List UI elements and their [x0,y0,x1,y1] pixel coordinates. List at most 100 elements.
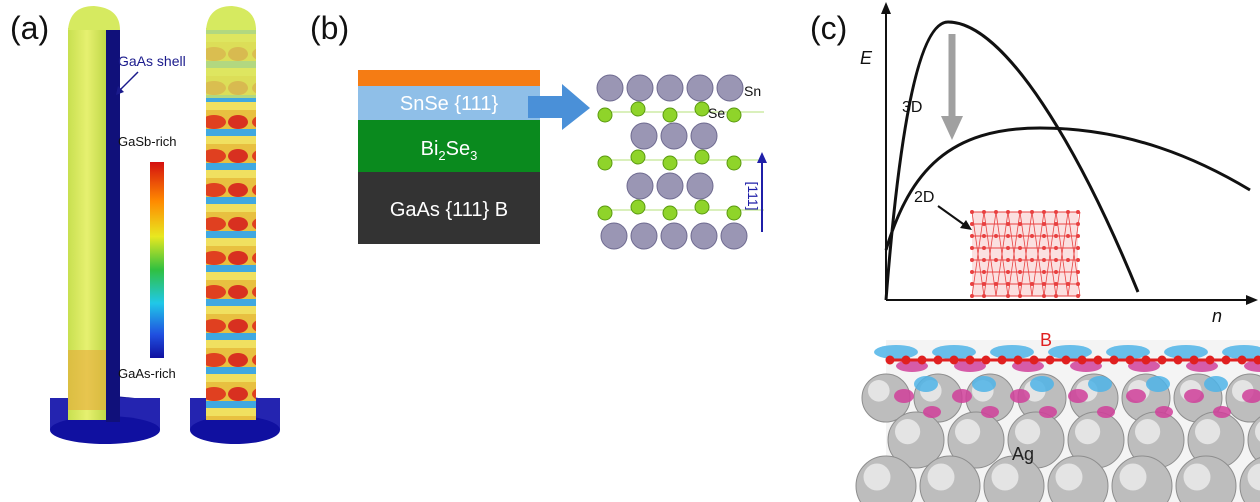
se-atom [694,199,710,215]
lattice-atom [970,222,974,226]
charge-density [1222,345,1260,359]
charge-density [1128,360,1160,372]
nanowire-right [190,6,280,444]
charge-density [932,345,976,359]
lattice-atom [1030,258,1034,262]
lattice-atom [1066,282,1070,286]
se-atom [726,205,742,221]
curve-2d-label: 2D [914,189,934,206]
charge-density [1030,376,1054,392]
charge-density [1242,389,1260,403]
panel-b-label: (b) [310,10,350,46]
silver-label: Ag [1012,444,1034,464]
se-atom [597,155,613,171]
lattice-atom [1076,294,1080,298]
boron-atom [1141,355,1151,365]
sn-atom [600,222,628,250]
lattice-atom [1006,270,1010,274]
lattice-atom [970,258,974,262]
charge-density [1097,406,1115,418]
lattice-atom [1076,246,1080,250]
sn-atom [626,172,654,200]
colorbar-bottom-label: GaAs-rich [118,366,176,381]
sn-atom [596,74,624,102]
boron-atom [1109,355,1119,365]
lattice-atom [1018,258,1022,262]
charge-density [1204,376,1228,392]
boron-atom [1221,355,1231,365]
ag-atom-highlight [863,463,891,491]
lattice-atom [994,234,998,238]
sn-atom [686,172,714,200]
ag-atom-highlight [991,463,1019,491]
sn-atom [630,222,658,250]
charge-density [1039,406,1057,418]
lattice-atom [1018,270,1022,274]
charge-density [923,406,941,418]
panel-c-figure: E n 3D 2D B Ag [855,2,1260,502]
lattice-atom [1018,246,1022,250]
boron-atom [1125,355,1135,365]
charge-density [1155,406,1173,418]
sn-atom [656,172,684,200]
lattice-atom [970,246,974,250]
boron-atom [1157,355,1167,365]
boron-atom [1173,355,1183,365]
ag-atom-highlight [1183,463,1211,491]
sn-atom [630,122,658,150]
lattice-line [1007,211,1021,297]
boron-atom [1029,355,1039,365]
curve-2d [884,126,1251,251]
ag-atom-highlight [1135,419,1161,445]
lattice-atom [982,234,986,238]
lattice-atom [970,270,974,274]
se-atom [630,199,646,215]
se-atom [630,101,646,117]
lattice-atom [982,282,986,286]
lattice-line [1043,211,1057,297]
boron-atom [1077,355,1087,365]
se-atom [630,149,646,165]
se-atom [597,205,613,221]
charge-density [1184,389,1204,403]
charge-density [1126,389,1146,403]
sn-atom [716,74,744,102]
ag-atom-highlight [955,419,981,445]
se-atom [726,155,742,171]
se-atom [694,101,710,117]
lattice-atom [1018,234,1022,238]
layer-gaas-label: GaAs {111} B [390,199,508,221]
lattice-atom [1042,282,1046,286]
lattice-atom [1030,234,1034,238]
lattice-atom [1076,258,1080,262]
sn-atom [686,74,714,102]
lattice-line [1067,211,1081,297]
sn-atom [656,74,684,102]
ag-atom-highlight [1195,419,1221,445]
boron-atom [917,355,927,365]
charge-density [1088,376,1112,392]
nanowire-left [50,6,160,444]
boron-atom [981,355,991,365]
lattice-atom [982,258,986,262]
boron-atom [901,355,911,365]
lattice-atom [1006,258,1010,262]
charge-density [1164,345,1208,359]
sn-atom [720,222,748,250]
lattice-atom [1006,246,1010,250]
lattice-pointer [937,205,967,227]
lattice-atom [1054,222,1058,226]
lattice-line [1031,211,1045,297]
charge-density [1146,376,1170,392]
lattice-atom [1054,246,1058,250]
lattice-atom [1042,234,1046,238]
lattice-atom [1042,246,1046,250]
shell-label: GaAs shell [118,53,186,69]
charge-density [990,345,1034,359]
boron-atom [1093,355,1103,365]
lattice-atom [1018,282,1022,286]
ag-atom-highlight [1075,419,1101,445]
charge-density [894,389,914,403]
lattice-atom [1042,270,1046,274]
surface-render [855,340,1260,502]
